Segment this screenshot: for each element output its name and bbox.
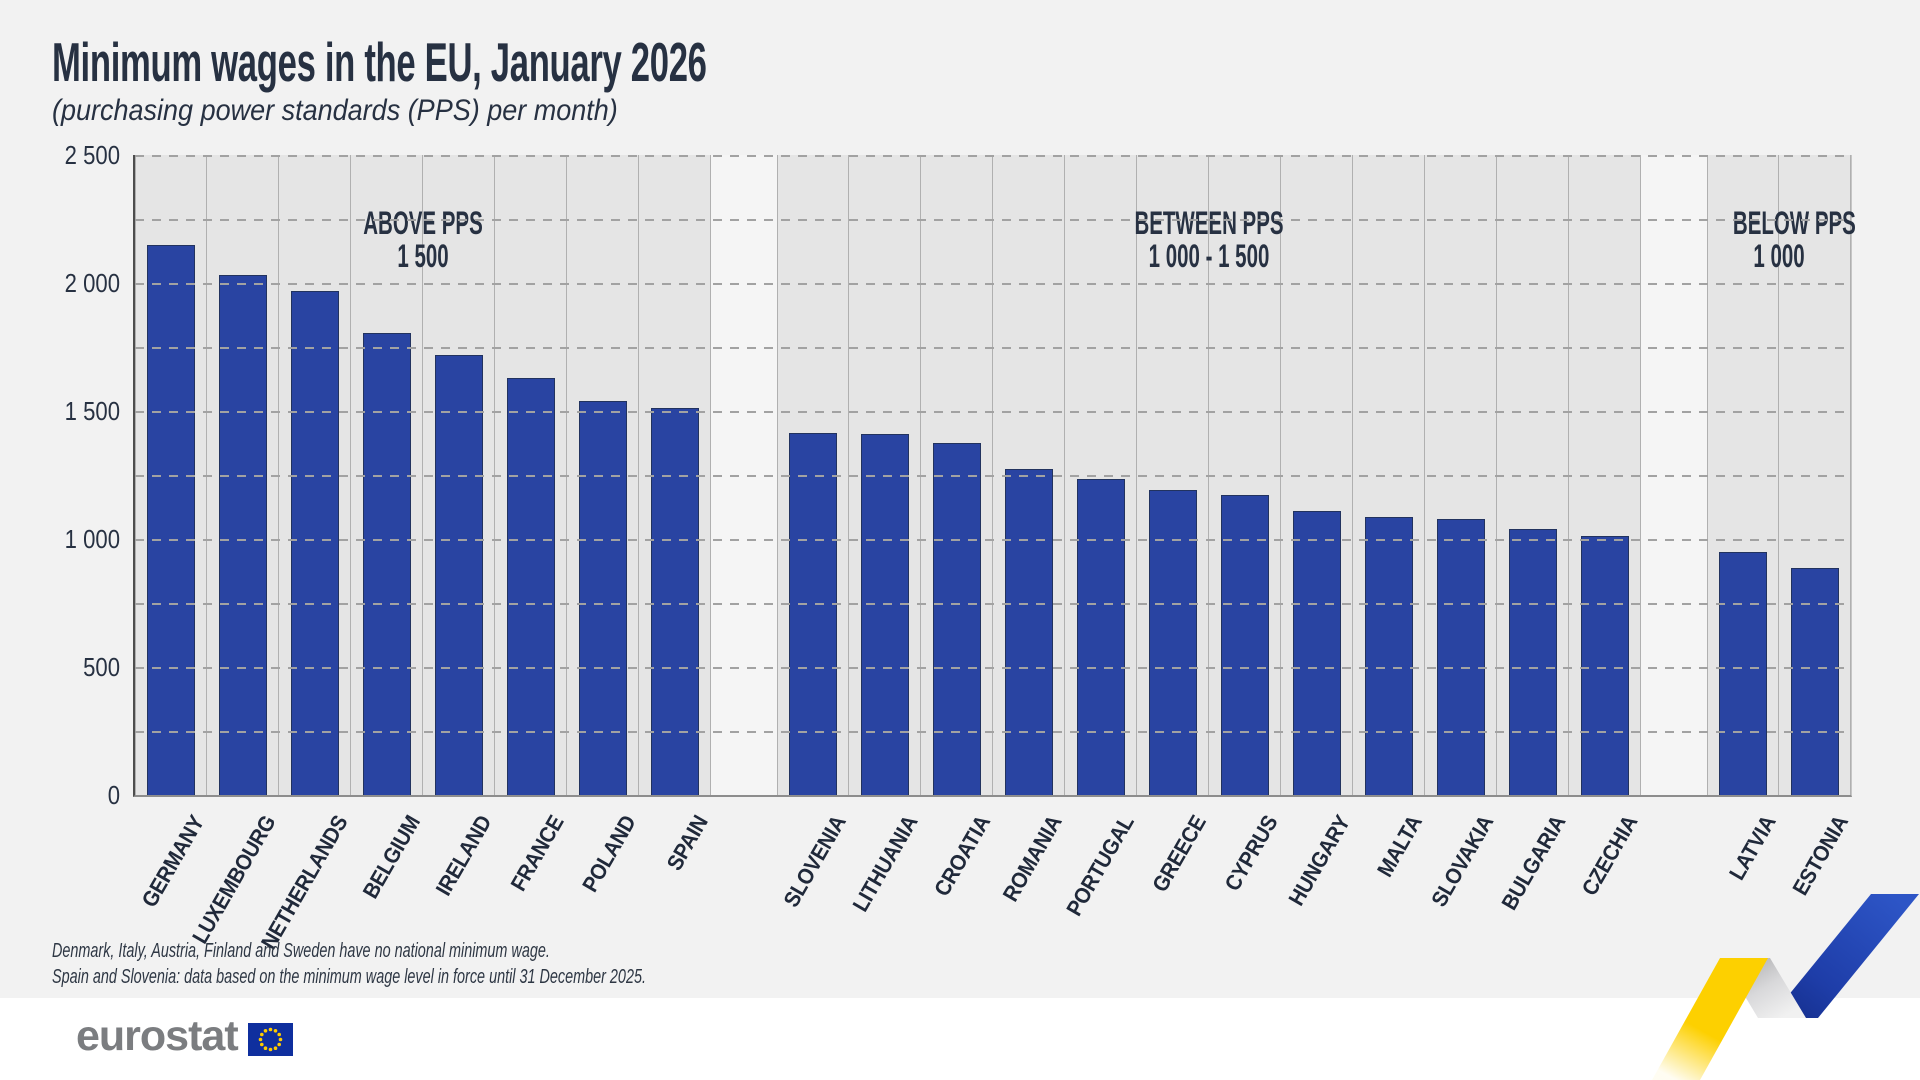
country-column-lithuania [849, 155, 921, 795]
group-label-line2: 1 000 [1753, 238, 1805, 274]
x-label-ireland: IRELAND [430, 811, 497, 900]
group-label-1: ABOVE PPS 1 500 [239, 207, 608, 273]
bar-hungary [1292, 511, 1341, 795]
bar-germany [147, 245, 195, 795]
x-label-greece: GREECE [1147, 811, 1211, 897]
bar-poland [578, 401, 627, 795]
flag-star [273, 1028, 277, 1033]
country-column-spain [639, 155, 711, 795]
bar-group-2: BETWEEN PPS 1 000 - 1 500 [777, 155, 1641, 795]
bar-group-3: BELOW PPS 1 000 [1707, 155, 1856, 795]
bar-greece [1148, 490, 1197, 795]
x-label-poland: POLAND [577, 811, 641, 897]
country-column-slovenia [777, 155, 849, 795]
page-subtitle: (purchasing power standards (PPS) per mo… [52, 94, 618, 127]
group-label-line1: ABOVE PPS [363, 205, 483, 241]
y-tick-label: 2 000 [64, 268, 120, 298]
y-tick-label: 0 [107, 780, 120, 810]
x-label-slovenia: SLOVENIA [778, 811, 851, 912]
x-label-latvia: LATVIA [1724, 811, 1781, 885]
group-label-line1: BETWEEN PPS [1134, 205, 1284, 241]
bar-latvia [1719, 552, 1767, 795]
flag-star [259, 1032, 264, 1036]
bar-groups: ABOVE PPS 1 500 BETWEEN PPS 1 000 - 1 500 BE… [135, 155, 1856, 795]
ribbon-yellow-band [1652, 958, 1768, 1080]
country-column-germany [135, 155, 207, 795]
footnote-line: Denmark, Italy, Austria, Finland and Swe… [52, 940, 550, 962]
x-label-slovakia: SLOVAKIA [1426, 811, 1499, 911]
eu-flag-icon [247, 1022, 293, 1056]
x-label-malta: MALTA [1371, 811, 1427, 882]
page-title: Minimum wages in the EU, January 2026 [52, 31, 707, 93]
x-label-portugal: PORTUGAL [1061, 811, 1139, 920]
x-label-spain: SPAIN [661, 811, 713, 875]
group-label-3: BELOW PPS 1 000 [1732, 205, 1856, 274]
group-label-line2: 1 500 [397, 238, 449, 274]
footer-band [0, 998, 1920, 1080]
flag-star [263, 1045, 267, 1050]
x-label-bulgaria: BULGARIA [1496, 811, 1571, 915]
x-label-germany: GERMANY [136, 811, 209, 912]
bar-croatia [932, 443, 981, 795]
group-label-line2: 1 000 - 1 500 [1148, 238, 1270, 274]
x-label-france: FRANCE [505, 811, 569, 896]
bar-france [506, 378, 555, 795]
bar-czechia [1580, 536, 1629, 795]
x-label-belgium: BELGIUM [357, 811, 425, 903]
y-tick-label: 1 000 [64, 524, 120, 554]
x-label-lithuania: LITHUANIA [847, 811, 923, 916]
flag-star [268, 1027, 272, 1031]
bar-netherlands [290, 291, 339, 795]
x-label-romania: ROMANIA [997, 811, 1067, 906]
country-column-slovakia [1425, 155, 1497, 795]
country-column-bulgaria [1497, 155, 1569, 795]
bar-estonia [1790, 568, 1839, 795]
bar-cyprus [1220, 495, 1269, 795]
bar-spain [650, 408, 699, 795]
flag-star [277, 1032, 281, 1036]
bar-ireland [434, 355, 483, 795]
chart-plot-area: ABOVE PPS 1 500 BETWEEN PPS 1 000 - 1 500 BE… [133, 155, 1856, 797]
bar-malta [1364, 517, 1413, 795]
eurostat-logo: eurostat [76, 1012, 293, 1060]
eurostat-logo-text: eurostat [76, 1012, 239, 1060]
x-label-hungary: HUNGARY [1283, 811, 1355, 910]
flag-star [268, 1047, 272, 1051]
flag-star [278, 1037, 282, 1041]
bar-bulgaria [1508, 529, 1557, 795]
flag-star [273, 1045, 277, 1050]
flag-star [259, 1042, 264, 1046]
y-tick-label: 500 [83, 652, 120, 682]
bar-romania [1004, 469, 1053, 795]
bar-lithuania [860, 434, 909, 795]
bar-slovakia [1436, 519, 1485, 795]
country-column-czechia [1569, 155, 1641, 795]
group-label-2: BETWEEN PPS 1 000 - 1 500 [933, 207, 1486, 273]
y-tick-label: 1 500 [64, 396, 120, 426]
footnotes: Denmark, Italy, Austria, Finland and Swe… [52, 938, 646, 990]
x-axis-labels: GERMANY LUXEMBOURG NETHERLANDS BELGIUM IRELA… [135, 799, 1852, 959]
x-label-cyprus: CYPRUS [1219, 811, 1283, 896]
decorative-ribbon [1652, 894, 1919, 1080]
flag-star [263, 1028, 267, 1033]
bar-group-1: ABOVE PPS 1 500 [135, 155, 711, 795]
group-label-line1: BELOW PPS [1732, 205, 1856, 241]
bar-luxembourg [218, 275, 267, 795]
ribbon-blue-band [1770, 894, 1919, 1018]
bar-portugal [1076, 479, 1125, 795]
y-tick-label: 2 500 [64, 140, 120, 170]
footnote-line: Spain and Slovenia: data based on the mi… [52, 966, 646, 988]
y-axis-labels: 2 500 2 000 1 500 1 000 500 0 [0, 140, 120, 810]
bar-slovenia [789, 433, 837, 795]
bar-belgium [362, 333, 411, 795]
flag-star [277, 1042, 281, 1046]
x-label-croatia: CROATIA [928, 811, 995, 901]
flag-star [258, 1037, 262, 1041]
